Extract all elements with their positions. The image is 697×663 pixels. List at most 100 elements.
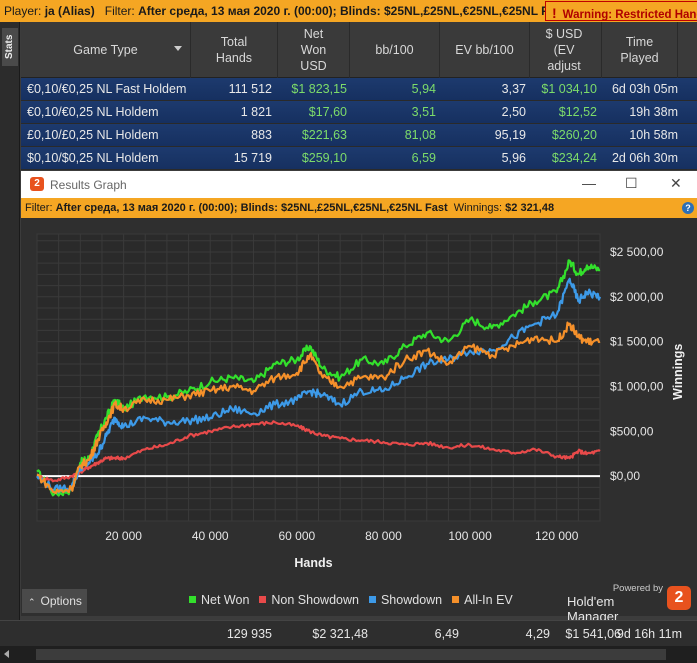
- table-cell: 6d 03h 05m: [611, 82, 678, 96]
- series-line-showdown: [36, 277, 602, 494]
- powered-by-label: Powered by: [612, 583, 663, 594]
- maximize-icon[interactable]: ☐: [625, 175, 638, 191]
- y-axis-label: Winnings: [671, 344, 685, 400]
- table-row[interactable]: €0,10/€0,25 NL Fast Holdem 111 512 $1 823,…: [21, 78, 697, 101]
- table-cell: 883: [251, 128, 272, 142]
- column-header-total-hands[interactable]: Total Hands: [191, 22, 278, 78]
- table-cell: $0,10/$0,25 NL Holdem: [27, 151, 159, 165]
- table-header: Game Type Total Hands Net Won USD bb/100…: [21, 22, 697, 78]
- table-cell: 1 821: [240, 105, 272, 119]
- totals-row: 129 935 $2 321,48 6,49 4,29 $1 541,06 9d…: [0, 620, 697, 646]
- stats-sidebar: Stats: [0, 22, 20, 620]
- graph-titlebar: 2 Results Graph — ☐ ✕: [21, 171, 697, 198]
- table-cell: 19h 38m: [629, 105, 678, 119]
- warning-text: Warning: Restricted Hand: [562, 9, 697, 21]
- x-tick-label: 120 000: [535, 529, 579, 543]
- table-row[interactable]: $0,10/$0,25 NL Holdem 15 719 $259,10 6,59 5,…: [21, 147, 697, 170]
- table-cell: $17,60: [308, 105, 347, 119]
- options-button[interactable]: ⌃ Options: [22, 589, 87, 613]
- table-cell: 10h 58m: [629, 128, 678, 142]
- x-tick-label: 40 000: [192, 529, 229, 543]
- table-cell: $234,24: [551, 151, 597, 165]
- legend-item[interactable]: All-In EV: [452, 593, 513, 607]
- column-header-net-won[interactable]: Net Won USD: [278, 22, 350, 78]
- table-cell: 2d 06h 30m: [611, 151, 678, 165]
- table-cell: 3,37: [501, 82, 526, 96]
- column-header-bb100[interactable]: bb/100: [350, 22, 440, 78]
- table-cell: 5,96: [501, 151, 526, 165]
- help-icon[interactable]: ?: [682, 202, 694, 214]
- filter-bar: Player: ja (Alias) Filter: After среда, …: [0, 0, 697, 22]
- table-cell: $1 034,10: [541, 82, 597, 96]
- legend-label: Net Won: [201, 593, 250, 607]
- graph-title: Results Graph: [50, 178, 127, 192]
- table-cell: £0,10/£0,25 NL Holdem: [27, 128, 159, 142]
- table-cell: €0,10/€0,25 NL Fast Holdem: [27, 82, 187, 96]
- x-tick-label: 80 000: [365, 529, 402, 543]
- y-tick-label: $500,00: [610, 424, 654, 438]
- y-tick-label: $1 500,00: [610, 335, 664, 349]
- table-cell: €0,10/€0,25 NL Holdem: [27, 105, 159, 119]
- totals-ev-adjusted: $1 541,06: [565, 627, 621, 641]
- winnings-value: $2 321,48: [505, 202, 555, 214]
- filter-text: Player: ja (Alias) Filter: After среда, …: [4, 4, 566, 18]
- player-label: Player:: [4, 4, 42, 18]
- totals-net-won: $2 321,48: [312, 627, 368, 641]
- table-cell: 81,08: [404, 128, 436, 142]
- table-cell: 2,50: [501, 105, 526, 119]
- x-axis-label: Hands: [294, 556, 332, 570]
- table-cell: $12,52: [558, 105, 597, 119]
- table-cell: 6,59: [411, 151, 436, 165]
- table-row[interactable]: £0,10/£0,25 NL Holdem 883 $221,63 81,08 95,1…: [21, 124, 697, 147]
- totals-bb100: 6,49: [434, 627, 459, 641]
- chart-legend: Net Won Non Showdown Showdown All-In EV: [189, 593, 523, 607]
- legend-item[interactable]: Net Won: [189, 593, 249, 607]
- legend-swatch: [452, 596, 460, 603]
- x-tick-label: 100 000: [448, 529, 492, 543]
- winnings-label: Winnings:: [453, 202, 503, 214]
- filter-value: After среда, 13 мая 2020 г. (00:00); Bli…: [138, 4, 566, 18]
- table-body: €0,10/€0,25 NL Fast Holdem 111 512 $1 823,…: [21, 78, 697, 170]
- results-graph-window: 2 Results Graph — ☐ ✕ Filter: After сред…: [21, 171, 697, 624]
- table-cell: 15 719: [233, 151, 272, 165]
- legend-item[interactable]: Non Showdown: [259, 593, 359, 607]
- filter-label: Filter:: [104, 4, 135, 18]
- scroll-left-icon[interactable]: [4, 650, 9, 658]
- table-cell: 3,51: [411, 105, 436, 119]
- table-cell: $1 823,15: [291, 82, 347, 96]
- legend-label: Showdown: [380, 593, 443, 607]
- stats-tab[interactable]: Stats: [2, 28, 18, 66]
- legend-label: All-In EV: [464, 593, 513, 607]
- table-row[interactable]: €0,10/€0,25 NL Holdem 1 821 $17,60 3,51 2,50…: [21, 101, 697, 124]
- table-cell: 95,19: [494, 128, 526, 142]
- scrollbar-thumb[interactable]: [36, 649, 666, 660]
- minimize-icon[interactable]: —: [582, 175, 596, 191]
- graph-filter-value: After среда, 13 мая 2020 г. (00:00); Bli…: [55, 202, 448, 214]
- close-icon[interactable]: ✕: [670, 175, 682, 191]
- app-logo-icon: 2: [30, 177, 44, 191]
- column-header-game-type[interactable]: Game Type: [21, 22, 191, 78]
- legend-swatch: [368, 596, 376, 603]
- exclamation-icon: !: [552, 5, 557, 21]
- hm2-brand: Powered by Hold'em Manager 2: [567, 583, 693, 624]
- totals-ev-bb100: 4,29: [525, 627, 550, 641]
- y-tick-label: $2 000,00: [610, 290, 664, 304]
- hm2-logo-icon: 2: [667, 586, 691, 610]
- table-cell: $221,63: [301, 128, 347, 142]
- x-tick-label: 20 000: [105, 529, 142, 543]
- sort-dropdown-icon[interactable]: [174, 46, 182, 51]
- column-header-ev-bb100[interactable]: EV bb/100: [440, 22, 530, 78]
- column-header-ev-adjusted[interactable]: $ USD (EV adjust: [530, 22, 602, 78]
- y-tick-label: $0,00: [610, 469, 640, 483]
- table-cell: 5,94: [411, 82, 436, 96]
- x-tick-label: 60 000: [278, 529, 315, 543]
- restricted-hand-warning[interactable]: ! Warning: Restricted Hand: [545, 1, 697, 21]
- series-line-all-in-ev: [36, 321, 601, 495]
- legend-item[interactable]: Showdown: [368, 593, 443, 607]
- column-header-time-played[interactable]: Time Played: [602, 22, 678, 78]
- table-cell: 111 512: [228, 82, 272, 96]
- legend-swatch: [189, 596, 196, 603]
- horizontal-scrollbar[interactable]: [0, 646, 697, 663]
- legend-label: Non Showdown: [271, 593, 359, 607]
